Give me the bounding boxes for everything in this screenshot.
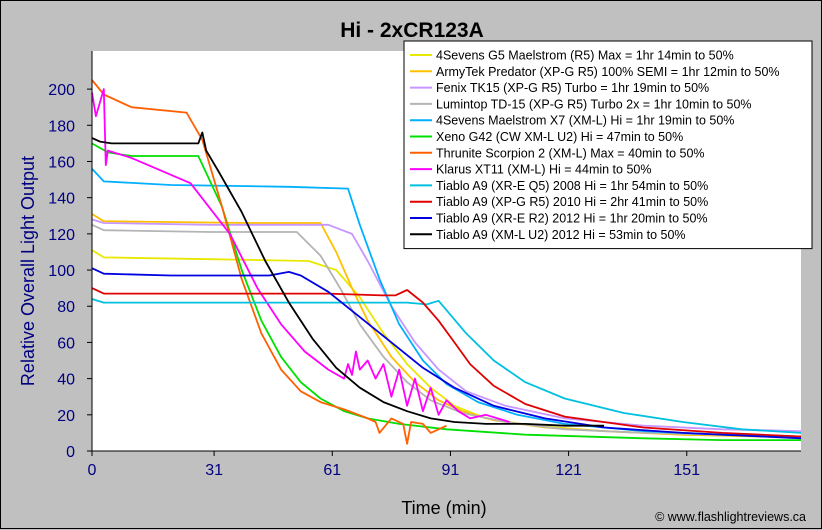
legend-label-6: Xeno G42 (CW XM-L U2) Hi = 47min to 50% [436,130,683,144]
y-axis-label: Relative Overall Light Output [18,156,38,386]
y-tick-label: 100 [48,263,75,280]
legend-label-8: Klarus XT11 (XM-L) Hi = 44min to 50% [436,163,651,177]
legend-label-10: Tiablo A9 (XP-G R5) 2010 Hi = 2hr 41min … [436,195,708,209]
legend-label-9: Tiablo A9 (XR-E Q5) 2008 Hi = 1hr 54min … [436,179,708,193]
series-line-7 [91,79,447,445]
credit-text: © www.flashlightreviews.ca [655,510,806,524]
y-tick-label: 120 [48,227,75,244]
y-tick-label: 200 [48,82,75,99]
x-tick-label: 0 [88,462,97,479]
chart-title: Hi - 2xCR123A [340,19,484,42]
series-line-8 [91,88,510,423]
legend-label-5: 4Sevens Maelstrom X7 (XM-L) Hi = 1hr 19m… [436,114,734,128]
legend-box [403,40,813,250]
y-tick-label: 140 [48,191,75,208]
legend-label-11: Tiablo A9 (XR-E R2) 2012 Hi = 1hr 20min … [436,212,708,226]
y-tick-label: 20 [57,408,75,425]
y-tick-label: 40 [57,372,75,389]
series-line-10 [91,287,802,438]
x-tick-label: 151 [673,462,700,479]
series-line-12 [91,131,605,427]
y-tick-label: 80 [57,299,75,316]
series-line-11 [91,267,802,440]
legend-label-1: 4Sevens G5 Maelstrom (R5) Max = 1hr 14mi… [436,49,734,63]
legend-label-4: Lumintop TD-15 (XP-G R5) Turbo 2x = 1hr … [436,97,752,111]
series-line-6 [91,142,801,442]
x-tick-label: 31 [205,462,223,479]
series-group [91,79,802,445]
x-tick-label: 91 [442,462,460,479]
y-tick-label: 160 [48,154,75,171]
y-tick-label: 60 [57,335,75,352]
legend-label-2: ArmyTek Predator (XP-G R5) 100% SEMI = 1… [436,65,780,79]
legend: 4Sevens G5 Maelstrom (R5) Max = 1hr 14mi… [403,40,813,250]
series-line-9 [91,298,802,434]
legend-label-12: Tiablo A9 (XM-L U2) 2012 Hi = 53min to 5… [436,228,686,242]
legend-label-7: Thrunite Scorpion 2 (XM-L) Max = 40min t… [436,146,705,160]
legend-label-3: Fenix TK15 (XP-G R5) Turbo = 1hr 19min t… [436,81,709,95]
series-line-4 [91,223,802,438]
axes-group: 0 20 40 60 80 100 120 140 160 180 200 0 31 61 91 121 151 [48,51,801,479]
y-tick-label: 180 [48,118,75,135]
x-axis-label: Time (min) [401,498,486,518]
y-tick-label: 0 [66,444,75,461]
x-tick-label: 121 [555,462,582,479]
x-tick-label: 61 [323,462,341,479]
